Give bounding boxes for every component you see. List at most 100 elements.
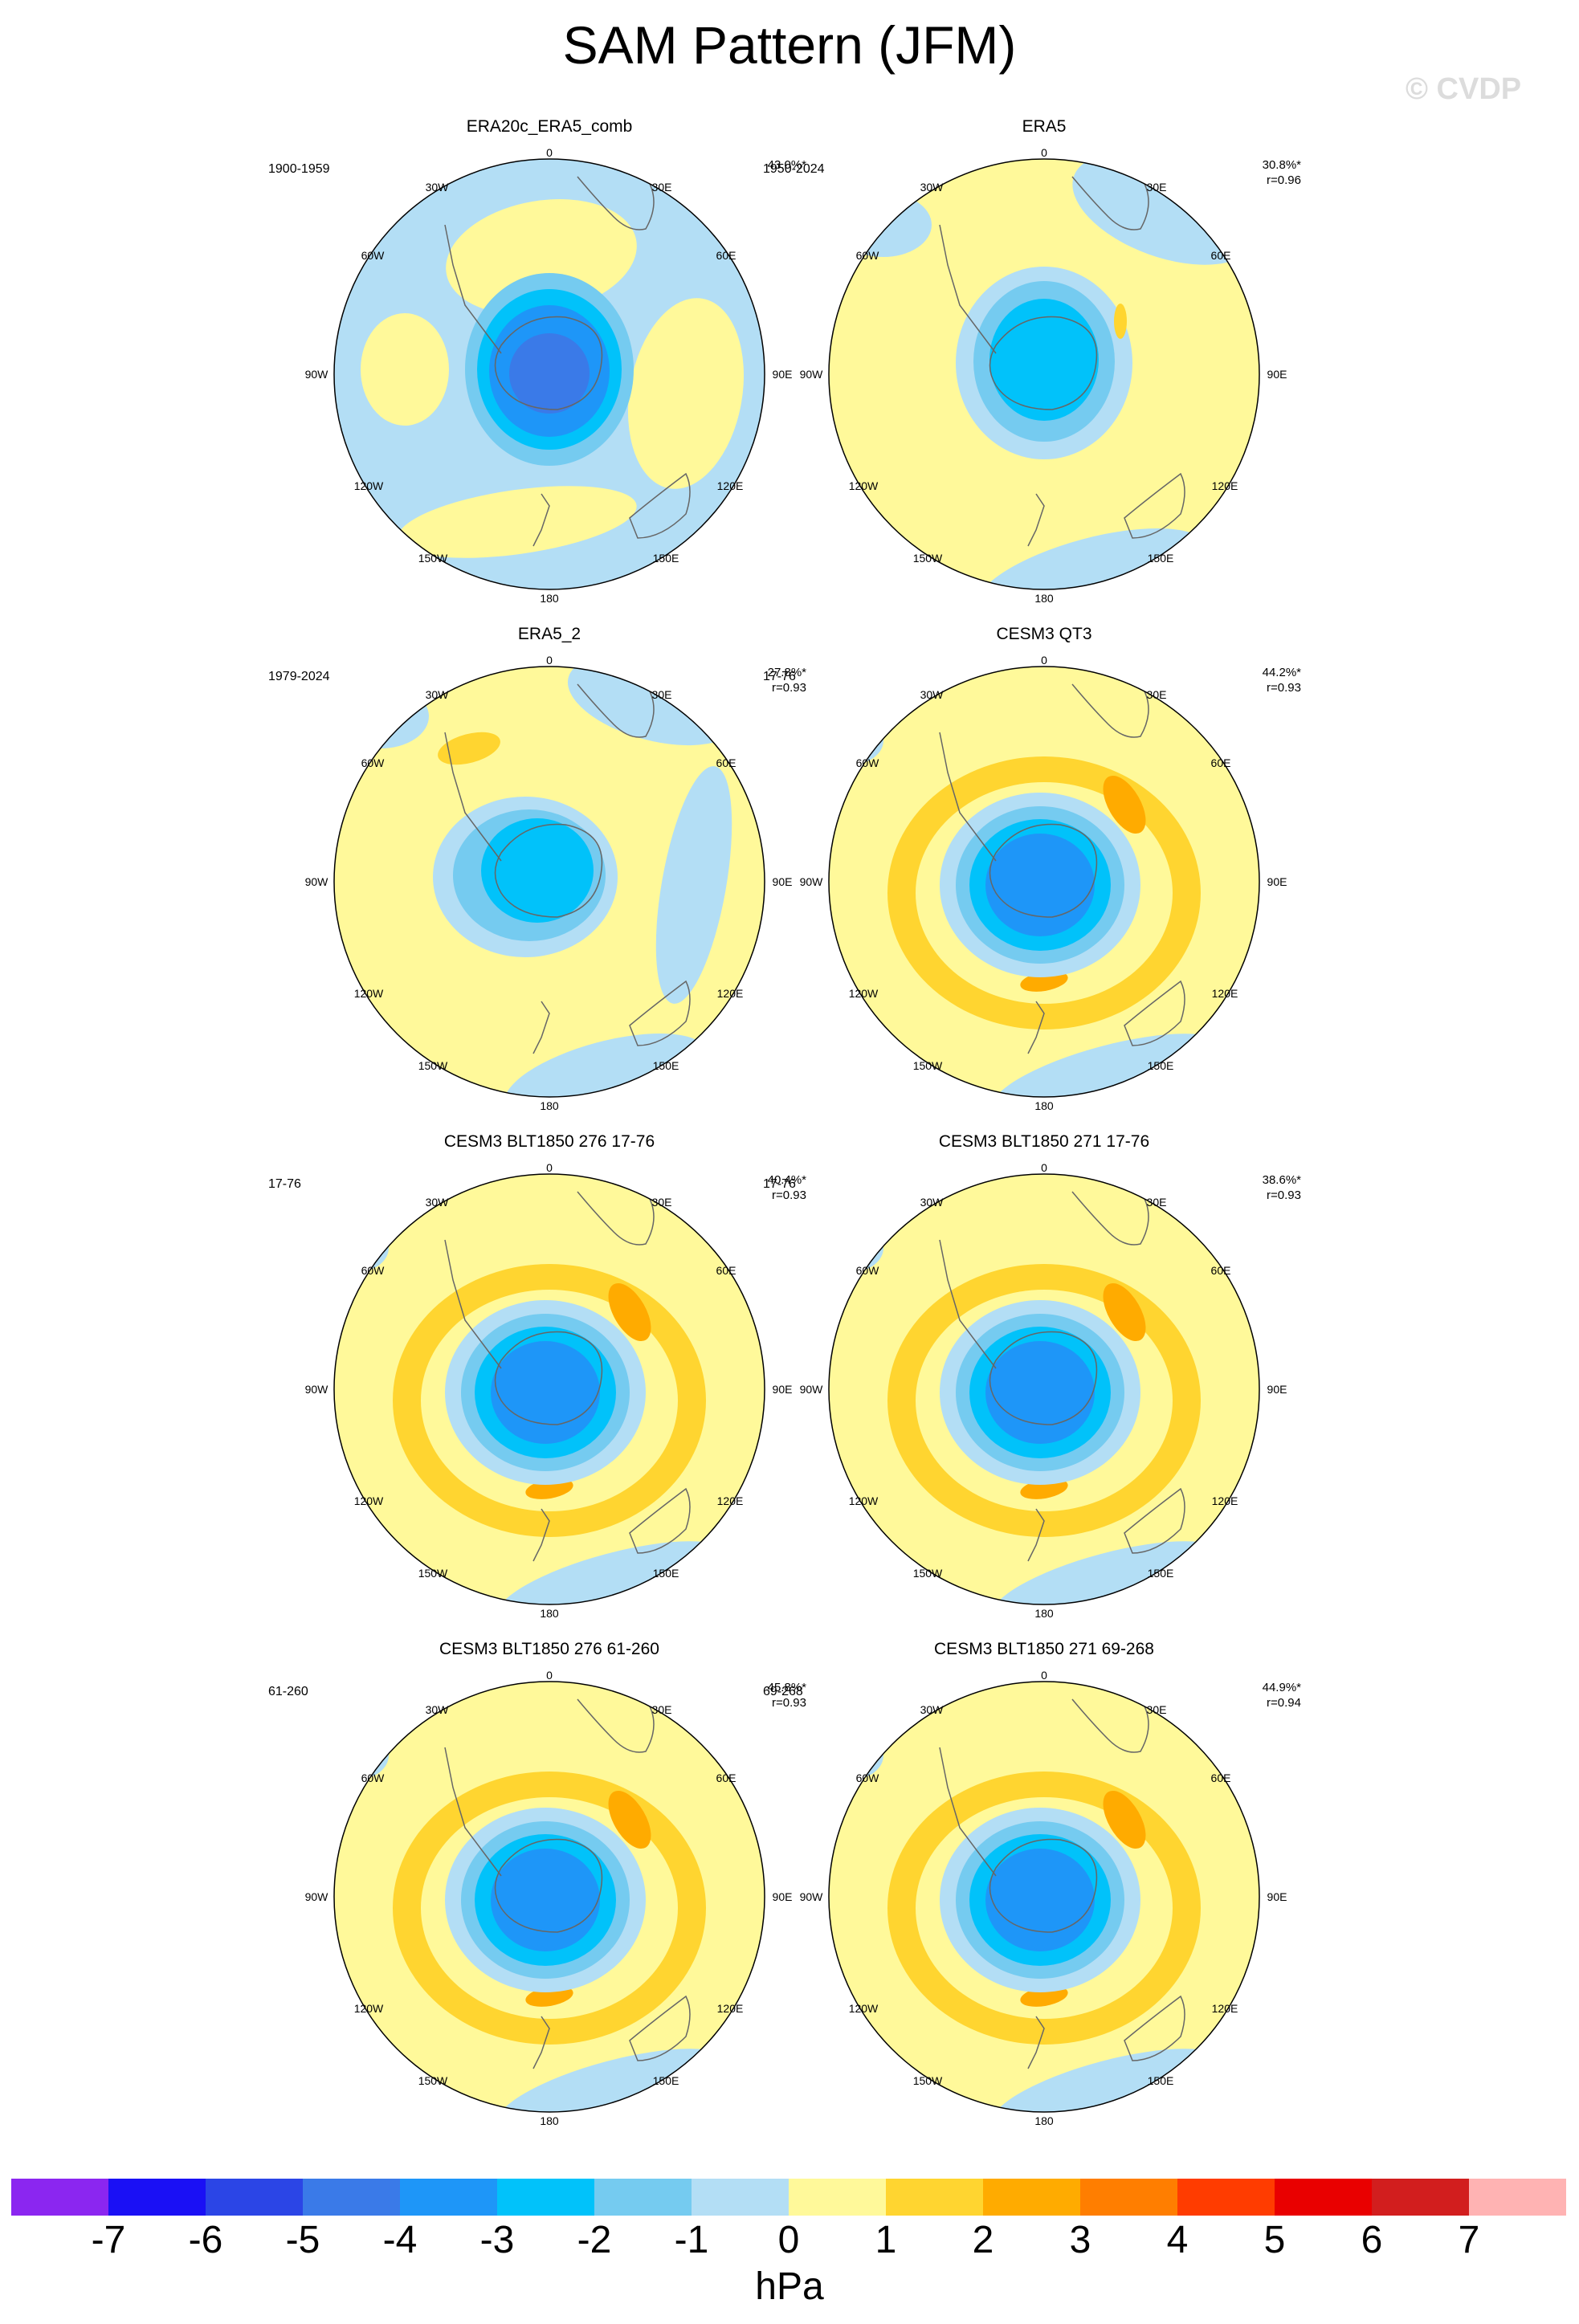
longitude-label: 180: [540, 1099, 559, 1112]
longitude-label: 0: [546, 1161, 553, 1174]
longitude-label: 60E: [1211, 1772, 1231, 1784]
longitude-label: 30W: [920, 1196, 945, 1209]
polar-map: 0 180 90W 90E 30W 60W 30E 60E 120W 150W 120E 150E: [305, 1161, 793, 1620]
panel-period: 1979-2024: [268, 670, 330, 683]
longitude-label: 30W: [920, 181, 945, 194]
longitude-label: 120W: [849, 2002, 879, 2015]
longitude-label: 0: [546, 146, 553, 159]
colorbar-box: [497, 2179, 594, 2216]
colorbar-tick-label: 4: [1166, 2219, 1189, 2261]
longitude-label: 30W: [426, 1196, 450, 1209]
longitude-label: 120W: [354, 2002, 384, 2015]
longitude-label: 30E: [652, 181, 672, 194]
longitude-label: 30E: [1147, 1196, 1167, 1209]
longitude-label: 60W: [856, 1264, 880, 1277]
colorbar-box: [108, 2179, 206, 2216]
panel-title: CESM3 BLT1850 276 17-76: [443, 1132, 655, 1151]
longitude-label: 90E: [773, 368, 793, 381]
panel-period: 1950-2024: [763, 162, 825, 176]
colorbar-box: [1080, 2179, 1177, 2216]
longitude-label: 60E: [1211, 1264, 1231, 1277]
longitude-label: 90W: [800, 1383, 824, 1396]
longitude-label: 60E: [1211, 756, 1231, 769]
longitude-label: 30E: [652, 688, 672, 701]
longitude-label: 120E: [1212, 479, 1238, 492]
colorbar-box: [1275, 2179, 1372, 2216]
colorbar-tick-label: 3: [1069, 2219, 1091, 2261]
panel-title: CESM3 BLT1850 276 61-260: [439, 1640, 659, 1658]
colorbar-box: [1177, 2179, 1275, 2216]
longitude-label: 120E: [717, 2002, 744, 2015]
longitude-label: 150W: [913, 1567, 943, 1580]
longitude-label: 90E: [1267, 1890, 1287, 1903]
map-panel: ERA20c_ERA5_comb 1900-1959 43.0%* 0 180 90W 90…: [244, 117, 855, 631]
longitude-label: 150E: [653, 552, 679, 565]
longitude-label: 30W: [426, 181, 450, 194]
panel-stats: 40.4%* r=0.93: [767, 1173, 806, 1202]
longitude-label: 150E: [653, 2074, 679, 2087]
longitude-label: 60W: [856, 756, 880, 769]
panel-stats: 38.6%* r=0.93: [1262, 1173, 1301, 1202]
longitude-label: 90W: [305, 875, 329, 888]
longitude-label: 180: [540, 1607, 559, 1620]
panel-period: 69-268: [763, 1685, 803, 1698]
longitude-label: 150E: [1148, 552, 1174, 565]
longitude-label: 180: [1034, 1607, 1054, 1620]
panel-period: 17-76: [268, 1177, 301, 1191]
longitude-label: 0: [546, 654, 553, 667]
panel-period: 61-260: [268, 1685, 308, 1698]
longitude-label: 150W: [418, 1567, 448, 1580]
longitude-label: 180: [540, 592, 559, 605]
longitude-label: 60W: [361, 1264, 386, 1277]
colorbar-tick-label: 0: [777, 2219, 800, 2261]
longitude-label: 150E: [653, 1059, 679, 1072]
polar-map: 0 180 90W 90E 30W 60W 30E 60E 120W 150W 120E 150E: [800, 654, 1287, 1112]
panel-title: ERA5: [1022, 117, 1067, 136]
colorbar-tick-label: 5: [1263, 2219, 1286, 2261]
map-panel: CESM3 BLT1850 276 17-76 17-76 40.4%* r=0.9…: [244, 1132, 855, 1646]
longitude-label: 90W: [305, 368, 329, 381]
colorbar-box: [1469, 2179, 1566, 2216]
panel-stats: 44.2%* r=0.93: [1262, 666, 1301, 695]
colorbar-tick-label: -5: [285, 2219, 320, 2261]
colorbar-box: [11, 2179, 108, 2216]
colorbar-tick-label: -6: [188, 2219, 223, 2261]
longitude-label: 180: [1034, 1099, 1054, 1112]
longitude-label: 150E: [1148, 2074, 1174, 2087]
panel-stats: 45.8%* r=0.93: [767, 1681, 806, 1710]
longitude-label: 30W: [426, 1703, 450, 1716]
panel-stats: 44.9%* r=0.94: [1262, 1681, 1301, 1710]
longitude-label: 60W: [856, 1772, 880, 1784]
colorbar-box: [789, 2179, 886, 2216]
longitude-label: 30E: [652, 1196, 672, 1209]
longitude-label: 120W: [354, 987, 384, 1000]
panel-title: ERA20c_ERA5_comb: [466, 117, 633, 136]
polar-map: 0 180 90W 90E 30W 60W 30E 60E 120W 150W 120E 150E: [800, 146, 1287, 605]
panel-period: 17-76: [763, 670, 796, 683]
polar-map: 0 180 90W 90E 30W 60W 30E 60E 120W 150W 120E 150E: [305, 1669, 793, 2127]
longitude-label: 150E: [1148, 1059, 1174, 1072]
colorbar-box: [1372, 2179, 1469, 2216]
credit-watermark: © CVDP: [1406, 72, 1522, 106]
colorbar-tick-label: 6: [1361, 2219, 1383, 2261]
longitude-label: 120W: [849, 479, 879, 492]
colorbar-tick-label: 2: [972, 2219, 994, 2261]
longitude-label: 30W: [426, 688, 450, 701]
longitude-label: 90W: [800, 875, 824, 888]
longitude-label: 90W: [305, 1383, 329, 1396]
polar-map: 0 180 90W 90E 30W 60W 30E 60E 120W 150W 120E 150E: [800, 1161, 1287, 1620]
colorbar-box: [400, 2179, 497, 2216]
polar-map: 0 180 90W 90E 30W 60W 30E 60E 120W 150W 120E 150E: [305, 146, 793, 605]
longitude-label: 30E: [1147, 181, 1167, 194]
longitude-label: 150W: [913, 552, 943, 565]
longitude-label: 0: [1041, 146, 1047, 159]
panel-period: 1900-1959: [268, 162, 330, 176]
panel-title: ERA5_2: [517, 625, 581, 643]
longitude-label: 150E: [653, 1567, 679, 1580]
panel-stats: 27.8%* r=0.93: [767, 666, 806, 695]
map-panel: ERA5 1950-2024 30.8%* r=0.96 0 180 90W 90E 30W 6…: [739, 117, 1349, 631]
longitude-label: 120W: [849, 987, 879, 1000]
longitude-label: 150W: [913, 2074, 943, 2087]
panel-stats: 30.8%* r=0.96: [1262, 158, 1301, 187]
colorbar-tick-label: -2: [577, 2219, 612, 2261]
